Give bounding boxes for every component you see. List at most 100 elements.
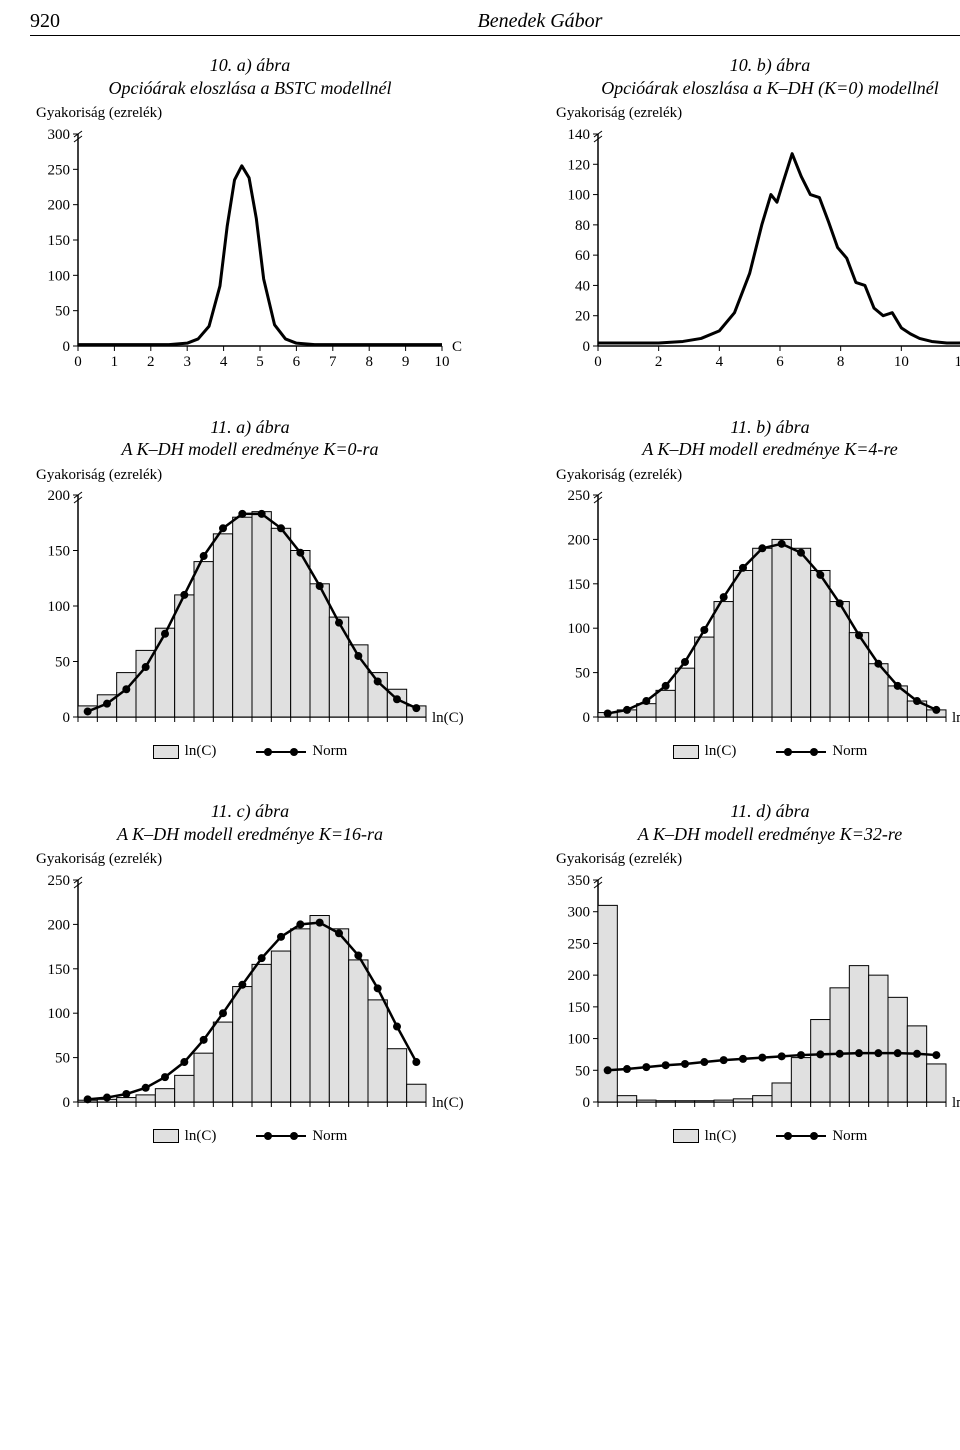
svg-text:200: 200 — [48, 917, 71, 933]
legend-norm-11b: Norm — [776, 743, 867, 760]
caption-10b: 10. b) ábra Opcióárak eloszlása a K–DH (… — [550, 54, 960, 99]
swatch-icon — [673, 1129, 699, 1143]
svg-text:5: 5 — [256, 354, 264, 370]
svg-text:250: 250 — [48, 873, 71, 889]
norm-marker-icon — [776, 746, 826, 758]
svg-text:200: 200 — [48, 488, 71, 504]
svg-text:12: 12 — [955, 354, 960, 370]
svg-text:100: 100 — [48, 1006, 71, 1022]
svg-text:ln(C): ln(C) — [432, 1095, 464, 1111]
svg-text:100: 100 — [568, 187, 591, 203]
legend-box-11c: ln(C) — [153, 1128, 217, 1145]
legend-norm-11a: Norm — [256, 743, 347, 760]
svg-text:8: 8 — [837, 354, 845, 370]
svg-text:150: 150 — [48, 961, 71, 977]
caption-11a: 11. a) ábra A K–DH modell eredménye K=0-… — [30, 416, 470, 461]
svg-text:300: 300 — [48, 127, 71, 143]
svg-text:ln(C): ln(C) — [952, 710, 960, 726]
ylabel-10a: Gyakoriság (ezrelék) — [36, 105, 470, 122]
ylabel-11b: Gyakoriság (ezrelék) — [556, 467, 960, 484]
svg-text:50: 50 — [575, 666, 590, 682]
svg-text:2: 2 — [147, 354, 155, 370]
svg-text:250: 250 — [48, 162, 71, 178]
svg-text:0: 0 — [583, 710, 591, 726]
panel-11a: 11. a) ábra A K–DH modell eredménye K=0-… — [30, 416, 470, 761]
svg-text:0: 0 — [583, 1095, 591, 1111]
svg-text:150: 150 — [48, 544, 71, 560]
chart-11c: 0 50 100 150 200 250 ln(C) — [30, 872, 470, 1122]
svg-text:4: 4 — [716, 354, 724, 370]
svg-text:50: 50 — [575, 1063, 590, 1079]
svg-text:10: 10 — [894, 354, 909, 370]
svg-text:4: 4 — [220, 354, 228, 370]
page-header: 920 Benedek Gábor — [30, 10, 960, 36]
swatch-icon — [153, 1129, 179, 1143]
svg-text:10: 10 — [435, 354, 450, 370]
legend-11a: ln(C) Norm — [30, 743, 470, 760]
norm-marker-icon — [256, 1130, 306, 1142]
svg-text:6: 6 — [776, 354, 784, 370]
chart-11a: 050100150200ln(C) — [30, 487, 470, 737]
caption-11b: 11. b) ábra A K–DH modell eredménye K=4-… — [550, 416, 960, 461]
panel-11c: 11. c) ábra A K–DH modell eredménye K=16… — [30, 800, 470, 1145]
svg-text:200: 200 — [568, 532, 591, 548]
svg-text:100: 100 — [568, 621, 591, 637]
svg-text:C: C — [452, 339, 462, 355]
legend-box-11a: ln(C) — [153, 743, 217, 760]
svg-text:100: 100 — [48, 599, 71, 615]
svg-text:100: 100 — [568, 1031, 591, 1047]
legend-box-11b: ln(C) — [673, 743, 737, 760]
legend-11d: ln(C) Norm — [550, 1128, 960, 1145]
ylabel-11c: Gyakoriság (ezrelék) — [36, 851, 470, 868]
svg-text:150: 150 — [568, 577, 591, 593]
chart-10b: 020406080100120140024681012C — [550, 126, 960, 376]
svg-text:9: 9 — [402, 354, 410, 370]
panel-11d: 11. d) ábra A K–DH modell eredménye K=32… — [550, 800, 960, 1145]
svg-text:40: 40 — [575, 278, 590, 294]
svg-text:150: 150 — [568, 999, 591, 1015]
panel-10a: 10. a) ábra Opcióárak eloszlása a BSTC m… — [30, 54, 470, 376]
swatch-icon — [153, 745, 179, 759]
svg-text:8: 8 — [365, 354, 373, 370]
caption-11c: 11. c) ábra A K–DH modell eredménye K=16… — [30, 800, 470, 845]
svg-text:ln(C): ln(C) — [952, 1095, 960, 1111]
norm-marker-icon — [256, 746, 306, 758]
legend-norm-11d: Norm — [776, 1128, 867, 1145]
ylabel-11a: Gyakoriság (ezrelék) — [36, 467, 470, 484]
author-name: Benedek Gábor — [90, 10, 960, 33]
svg-text:100: 100 — [48, 268, 71, 284]
swatch-icon — [673, 745, 699, 759]
svg-text:6: 6 — [293, 354, 301, 370]
legend-box-11d: ln(C) — [673, 1128, 737, 1145]
chart-10a: 050100150200250300012345678910C — [30, 126, 470, 376]
svg-text:50: 50 — [55, 1050, 70, 1066]
svg-text:0: 0 — [583, 339, 591, 355]
legend-norm-11c: Norm — [256, 1128, 347, 1145]
svg-text:20: 20 — [575, 308, 590, 324]
chart-11d: 050100150200250300350ln(C) — [550, 872, 960, 1122]
panel-10b: 10. b) ábra Opcióárak eloszlása a K–DH (… — [550, 54, 960, 376]
svg-text:0: 0 — [63, 1095, 71, 1111]
svg-text:250: 250 — [568, 488, 591, 504]
svg-text:140: 140 — [568, 127, 591, 143]
svg-text:250: 250 — [568, 936, 591, 952]
svg-text:120: 120 — [568, 157, 591, 173]
svg-text:60: 60 — [575, 248, 590, 264]
norm-marker-icon — [776, 1130, 826, 1142]
svg-text:200: 200 — [48, 197, 71, 213]
svg-text:ln(C): ln(C) — [432, 710, 464, 726]
svg-text:7: 7 — [329, 354, 337, 370]
svg-text:350: 350 — [568, 873, 591, 889]
svg-text:80: 80 — [575, 217, 590, 233]
svg-text:300: 300 — [568, 904, 591, 920]
svg-text:3: 3 — [183, 354, 191, 370]
svg-text:2: 2 — [655, 354, 663, 370]
caption-11d: 11. d) ábra A K–DH modell eredménye K=32… — [550, 800, 960, 845]
svg-text:150: 150 — [48, 233, 71, 249]
legend-11b: ln(C) Norm — [550, 743, 960, 760]
ylabel-11d: Gyakoriság (ezrelék) — [556, 851, 960, 868]
svg-text:0: 0 — [63, 339, 71, 355]
legend-11c: ln(C) Norm — [30, 1128, 470, 1145]
svg-text:0: 0 — [63, 710, 71, 726]
ylabel-10b: Gyakoriság (ezrelék) — [556, 105, 960, 122]
